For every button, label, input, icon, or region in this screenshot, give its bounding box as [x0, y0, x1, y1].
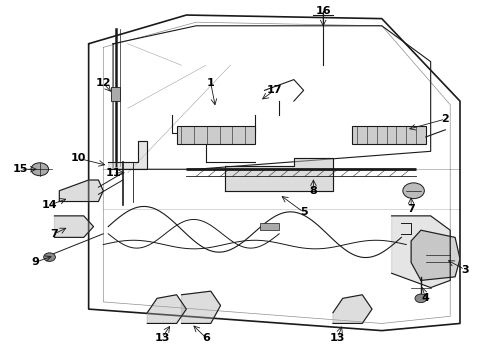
Text: 1: 1 — [207, 78, 215, 88]
Circle shape — [31, 163, 49, 176]
Circle shape — [44, 253, 55, 261]
Text: 15: 15 — [13, 164, 28, 174]
Polygon shape — [225, 158, 333, 191]
Polygon shape — [59, 180, 103, 202]
Text: 13: 13 — [330, 333, 345, 343]
Text: 4: 4 — [422, 293, 430, 303]
Text: 7: 7 — [407, 204, 415, 214]
Text: 13: 13 — [154, 333, 170, 343]
Circle shape — [403, 183, 424, 199]
Bar — [260, 223, 279, 230]
Text: 16: 16 — [316, 6, 331, 17]
Polygon shape — [147, 295, 186, 323]
Text: 17: 17 — [267, 85, 282, 95]
Text: 14: 14 — [42, 200, 57, 210]
Polygon shape — [108, 140, 147, 169]
Circle shape — [415, 294, 427, 303]
Polygon shape — [54, 216, 94, 237]
Polygon shape — [176, 126, 255, 144]
Text: 2: 2 — [441, 114, 449, 124]
Polygon shape — [411, 230, 460, 280]
Text: 3: 3 — [461, 265, 469, 275]
Text: 5: 5 — [300, 207, 307, 217]
Text: 6: 6 — [202, 333, 210, 343]
Text: 7: 7 — [50, 229, 58, 239]
Polygon shape — [392, 216, 450, 288]
Text: 11: 11 — [105, 168, 121, 178]
Polygon shape — [333, 295, 372, 323]
Bar — [111, 87, 121, 101]
Text: 9: 9 — [31, 257, 39, 267]
Text: 10: 10 — [71, 153, 87, 163]
Text: 12: 12 — [96, 78, 111, 88]
Polygon shape — [181, 291, 221, 323]
Text: 8: 8 — [310, 186, 318, 196]
Polygon shape — [352, 126, 426, 144]
